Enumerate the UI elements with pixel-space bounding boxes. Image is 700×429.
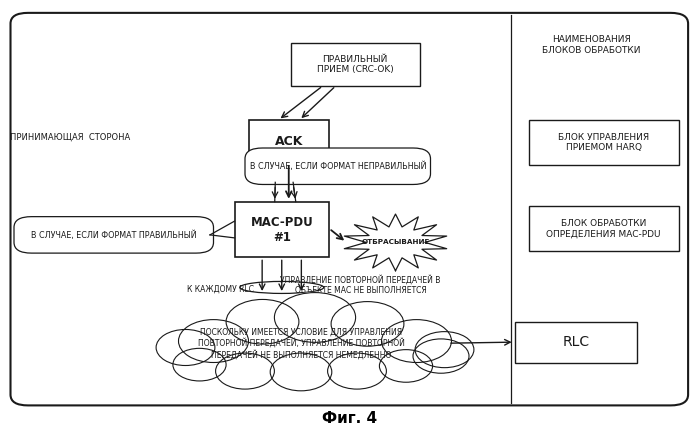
Text: Фиг. 4: Фиг. 4	[323, 411, 377, 426]
FancyBboxPatch shape	[514, 322, 637, 363]
Text: В СЛУЧАЕ, ЕСЛИ ФОРМАТ НЕПРАВИЛЬНЫЙ: В СЛУЧАЕ, ЕСЛИ ФОРМАТ НЕПРАВИЛЬНЫЙ	[249, 161, 426, 171]
Text: ПОСКОЛЬКУ ИМЕЕТСЯ УСЛОВИЕ ДЛЯ УПРАВЛЕНИЯ
ПОВТОРНОЙ ПЕРЕДАЧЕЙ, УПРАВЛЕНИЕ ПОВТОРН: ПОСКОЛЬКУ ИМЕЕТСЯ УСЛОВИЕ ДЛЯ УПРАВЛЕНИЯ…	[197, 327, 405, 359]
Circle shape	[270, 353, 332, 391]
Text: MAC-PDU
#1: MAC-PDU #1	[251, 215, 313, 244]
Text: RLC: RLC	[562, 335, 589, 349]
FancyBboxPatch shape	[234, 202, 329, 257]
FancyBboxPatch shape	[245, 148, 430, 184]
Circle shape	[274, 293, 356, 342]
Circle shape	[413, 339, 469, 373]
FancyBboxPatch shape	[10, 13, 688, 405]
Polygon shape	[344, 214, 447, 271]
Circle shape	[415, 332, 474, 368]
Circle shape	[226, 299, 299, 344]
Text: ОТБРАСЫВАНИЕ: ОТБРАСЫВАНИЕ	[361, 239, 430, 245]
Circle shape	[156, 329, 215, 366]
Text: ПРИНИМАЮЩАЯ  СТОРОНА: ПРИНИМАЮЩАЯ СТОРОНА	[10, 133, 130, 142]
Circle shape	[328, 353, 386, 389]
FancyBboxPatch shape	[528, 120, 679, 165]
FancyBboxPatch shape	[290, 43, 420, 86]
Text: В СЛУЧАЕ, ЕСЛИ ФОРМАТ ПРАВИЛЬНЫЙ: В СЛУЧАЕ, ЕСЛИ ФОРМАТ ПРАВИЛЬНЫЙ	[31, 230, 197, 240]
Text: НАИМЕНОВАНИЯ
БЛОКОВ ОБРАБОТКИ: НАИМЕНОВАНИЯ БЛОКОВ ОБРАБОТКИ	[542, 35, 640, 55]
Circle shape	[178, 320, 248, 363]
Circle shape	[216, 353, 274, 389]
Circle shape	[173, 348, 226, 381]
Text: БЛОК УПРАВЛЕНИЯ
ПРИЕМОМ HARQ: БЛОК УПРАВЛЕНИЯ ПРИЕМОМ HARQ	[558, 133, 650, 152]
Text: К КАЖДОМУ RLC: К КАЖДОМУ RLC	[187, 285, 254, 294]
FancyBboxPatch shape	[528, 206, 679, 251]
Ellipse shape	[239, 281, 323, 293]
FancyBboxPatch shape	[14, 217, 213, 253]
Text: ACK: ACK	[274, 135, 303, 148]
Text: УПРАВЛЕНИЕ ПОВТОРНОЙ ПЕРЕДАЧЕЙ В
ОБЪЕКТЕ МАС НЕ ВЫПОЛНЯЕТСЯ: УПРАВЛЕНИЕ ПОВТОРНОЙ ПЕРЕДАЧЕЙ В ОБЪЕКТЕ…	[280, 275, 441, 296]
Text: БЛОК ОБРАБОТКИ
ОПРЕДЕЛЕНИЯ MAC-PDU: БЛОК ОБРАБОТКИ ОПРЕДЕЛЕНИЯ MAC-PDU	[547, 219, 661, 238]
FancyBboxPatch shape	[248, 120, 329, 163]
Text: ПРАВИЛЬНЫЙ
ПРИЕМ (CRC-OK): ПРАВИЛЬНЫЙ ПРИЕМ (CRC-OK)	[317, 54, 393, 74]
Circle shape	[382, 320, 452, 363]
Circle shape	[331, 302, 404, 346]
Circle shape	[379, 350, 433, 382]
